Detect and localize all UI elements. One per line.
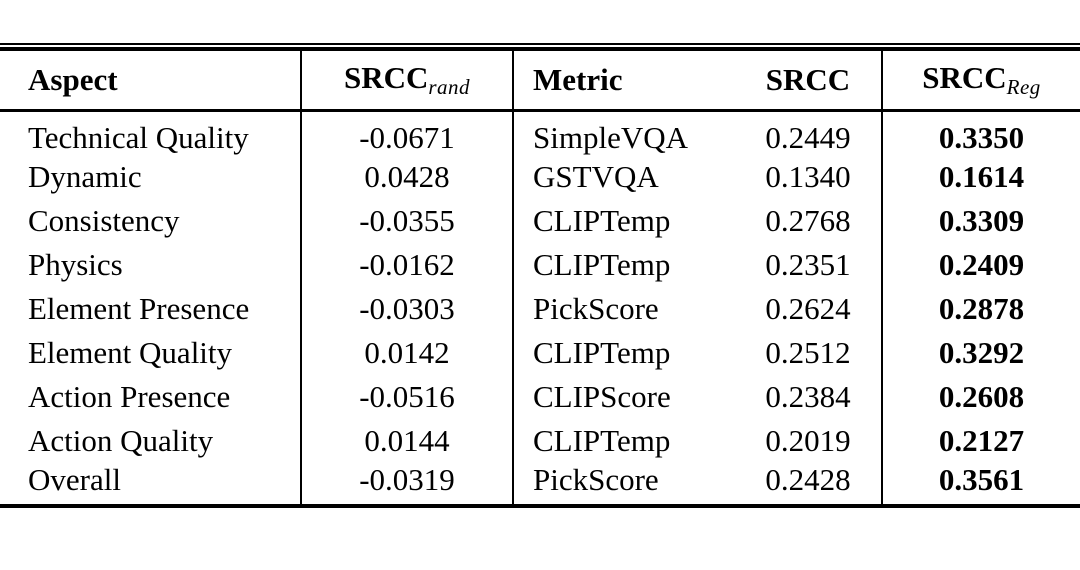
cell-srcc-rand: -0.0303 [300,286,513,330]
header-srcc-rand-base: SRCC [343,59,429,95]
header-row: Aspect SRCCrand Metric SRCC SRCCReg [0,51,1080,112]
table-header: Aspect SRCCrand Metric SRCC SRCCReg [0,51,1080,112]
cell-aspect: Dynamic [28,158,142,194]
cell-metric: PickScore [512,462,735,508]
results-table: Aspect SRCCrand Metric SRCC SRCCReg Tech… [0,51,1080,508]
cell-aspect: Physics [28,246,123,282]
cell-srcc-rand: -0.0319 [300,462,513,508]
cell-srcc: 0.2768 [765,202,851,238]
header-metric-label: Metric [533,62,623,98]
cell-srcc-reg: 0.2608 [881,374,1080,418]
cell-srcc: 0.2384 [765,378,851,414]
table-row: Action Presence -0.0516 CLIPScore 0.2384… [0,374,1080,418]
table-top-rule-thin [0,43,1080,45]
table-body: Technical Quality -0.0671 SimpleVQA 0.24… [0,110,1080,508]
table-top-rule-thick [0,47,1080,51]
cell-srcc-rand: -0.0162 [300,242,513,286]
cell-aspect: Action Presence [28,378,231,414]
cell-aspect: Overall [0,462,301,508]
cell-aspect: Consistency [28,202,180,238]
cell-srcc-rand: 0.0144 [300,418,513,462]
header-srcc-rand-subscript: rand [428,74,471,99]
cell-srcc-reg: 0.1614 [881,154,1080,198]
cell-metric: CLIPTemp [512,330,735,374]
header-srcc-reg-base: SRCC [922,59,1007,95]
cell-metric: GSTVQA [512,154,735,198]
cell-srcc: 0.2428 [735,462,882,508]
cell-srcc-rand: 0.0428 [300,154,513,198]
cell-srcc-reg: 0.2878 [881,286,1080,330]
header-srcc-reg: SRCCReg [881,51,1080,112]
header-srcc-label: SRCC [765,62,851,98]
table-row: Consistency -0.0355 CLIPTemp 0.2768 0.33… [0,198,1080,242]
table-row: Action Quality 0.0144 CLIPTemp 0.2019 0.… [0,418,1080,462]
cell-srcc: 0.2512 [765,334,851,370]
cell-aspect: Element Presence [28,290,250,326]
header-metric: Metric [512,51,735,112]
cell-srcc: 0.2624 [765,290,851,326]
cell-aspect: Action Quality [28,422,214,458]
cell-srcc-rand: 0.0142 [300,330,513,374]
cell-srcc-rand: -0.0355 [300,198,513,242]
cell-srcc: 0.2351 [765,246,851,282]
header-aspect: Aspect [0,51,301,112]
cell-srcc-rand: -0.0671 [300,110,513,154]
header-srcc: SRCC [735,51,882,112]
cell-srcc-reg: 0.3292 [881,330,1080,374]
cell-metric: CLIPTemp [512,198,735,242]
cell-srcc: 0.2449 [765,119,851,155]
cell-srcc-reg: 0.2127 [881,418,1080,462]
cell-srcc-reg: 0.3309 [881,198,1080,242]
table-row: Physics -0.0162 CLIPTemp 0.2351 0.2409 [0,242,1080,286]
table-row: Overall -0.0319 PickScore 0.2428 0.3561 [0,462,1080,508]
cell-srcc-reg: 0.3350 [881,110,1080,154]
table-row: Element Quality 0.0142 CLIPTemp 0.2512 0… [0,330,1080,374]
cell-srcc: 0.2019 [765,422,851,458]
header-aspect-label: Aspect [28,62,118,98]
table-row: Element Presence -0.0303 PickScore 0.262… [0,286,1080,330]
cell-metric: CLIPTemp [512,418,735,462]
cell-srcc-rand: -0.0516 [300,374,513,418]
cell-srcc: 0.1340 [765,158,851,194]
table-row: Technical Quality -0.0671 SimpleVQA 0.24… [0,110,1080,154]
cell-metric: CLIPTemp [512,242,735,286]
cell-metric: CLIPScore [512,374,735,418]
cell-metric: PickScore [512,286,735,330]
cell-aspect: Technical Quality [28,119,249,155]
cell-metric: SimpleVQA [512,110,735,154]
cell-aspect: Element Quality [28,334,233,370]
header-srcc-rand: SRCCrand [300,51,513,112]
cell-srcc-reg: 0.2409 [881,242,1080,286]
table-row: Dynamic 0.0428 GSTVQA 0.1340 0.1614 [0,154,1080,198]
cell-srcc-reg: 0.3561 [881,462,1080,508]
header-srcc-reg-subscript: Reg [1006,74,1041,99]
